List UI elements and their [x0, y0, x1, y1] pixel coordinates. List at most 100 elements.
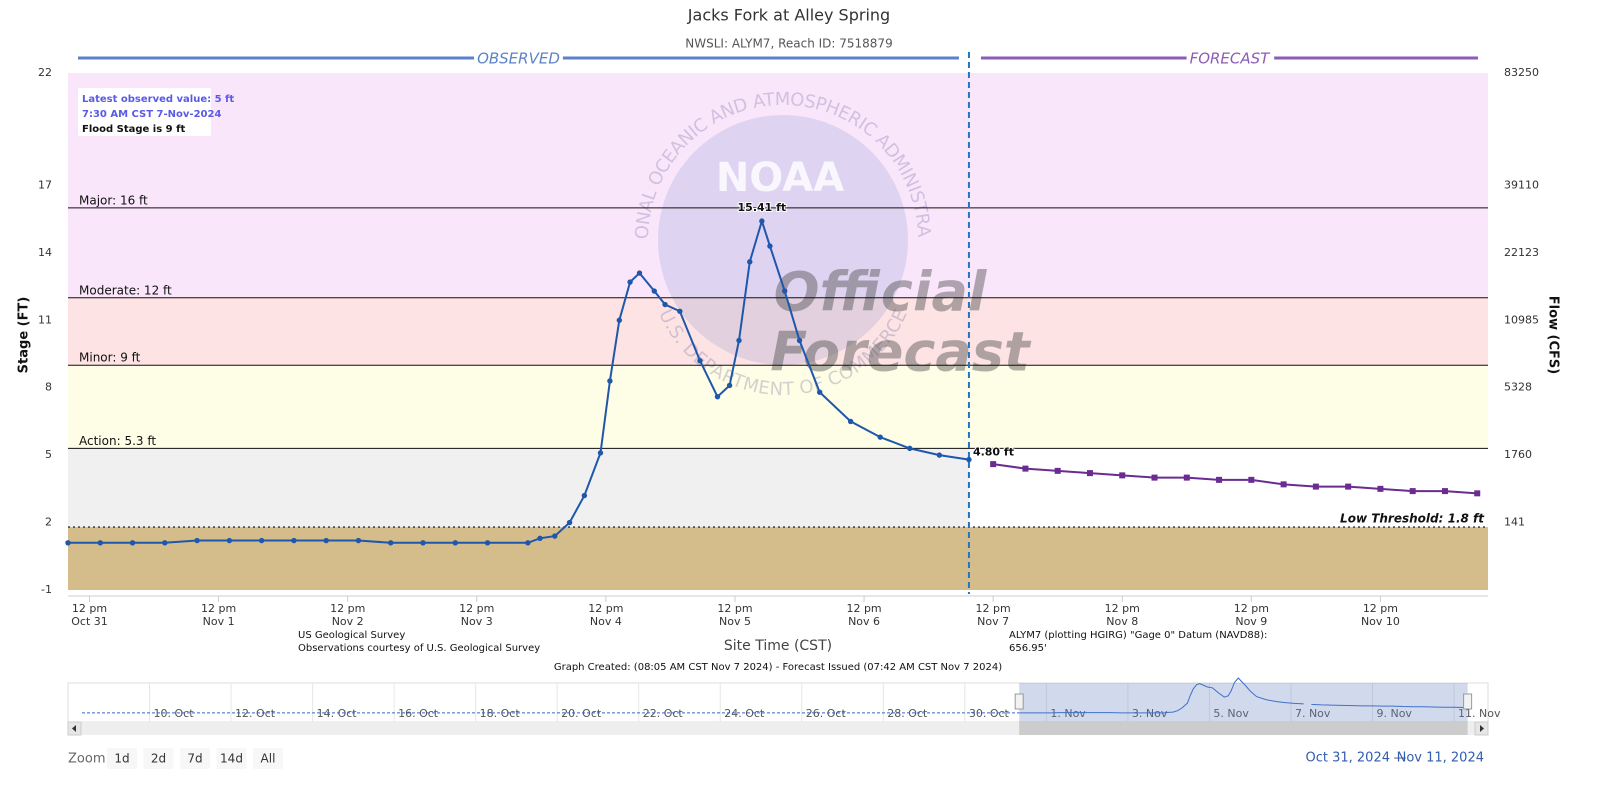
threshold-label: Moderate: 12 ft	[79, 283, 172, 297]
observed-point	[552, 533, 558, 539]
watermark-logo-text: NOAA	[716, 155, 844, 201]
navigator-tick-label: 1. Nov	[1050, 707, 1086, 720]
observed-point	[323, 537, 329, 544]
range-separator: —	[1394, 751, 1407, 766]
datum-note: 656.95'	[1009, 643, 1047, 654]
observed-point	[452, 540, 458, 546]
zoom-button[interactable]: 14d	[216, 748, 247, 769]
navigator-line	[1019, 677, 1304, 714]
watermark-text: Official	[774, 261, 988, 324]
y-tick-label: 17	[38, 178, 52, 191]
navigator-tick-label: 28. Oct	[887, 707, 928, 720]
x-tick-label: 12 pm	[72, 602, 107, 615]
created-note: Graph Created: (08:05 AM CST Nov 7 2024)…	[554, 662, 1002, 673]
zoom-button-label[interactable]: 14d	[220, 752, 243, 766]
forecast-point	[1474, 490, 1481, 497]
x-tick-label: 12 pm	[1234, 602, 1269, 615]
navigator-tick-label: 3. Nov	[1132, 707, 1168, 720]
watermark-logo	[658, 115, 908, 365]
series-line	[993, 463, 1478, 495]
observed-point	[258, 537, 265, 544]
forecast-point	[1280, 481, 1287, 488]
observed-point	[291, 537, 297, 544]
x-tick-label: Oct 31	[71, 615, 108, 628]
zoom-button-bg[interactable]	[107, 748, 137, 769]
zoom-button-bg[interactable]	[143, 748, 174, 769]
navigator-tick-label: 12. Oct	[235, 707, 276, 720]
watermark-text: Forecast	[770, 321, 1032, 384]
info-line: Flood Stage is 9 ft	[82, 124, 185, 135]
series-line	[68, 217, 970, 544]
x-tick-label: Nov 7	[977, 615, 1009, 628]
forecast-point	[1022, 465, 1029, 472]
observed-point	[97, 540, 103, 546]
x-tick-label: 12 pm	[588, 602, 623, 615]
observed-point	[726, 382, 733, 389]
forecast-point	[1119, 472, 1126, 479]
forecast-point	[1216, 476, 1223, 483]
navigator-handle[interactable]	[1014, 693, 1024, 710]
x-tick-label: Nov 9	[1235, 615, 1267, 628]
zoom-button[interactable]: 1d	[107, 748, 137, 769]
observed-point	[714, 393, 721, 400]
y-tick-label: -1	[41, 583, 52, 596]
observed-point	[936, 452, 943, 458]
forecast-point	[1345, 483, 1352, 490]
x-tick-label: Nov 3	[461, 615, 493, 628]
y2-tick-label: 10985	[1504, 313, 1539, 326]
navigator-handle[interactable]	[1463, 693, 1473, 710]
navigator-tick-label: 11. Nov	[1458, 707, 1501, 720]
zoom-button[interactable]: 2d	[143, 748, 174, 769]
x-tick-label: Nov 10	[1361, 615, 1400, 628]
navigator-tick-label: 22. Oct	[643, 707, 684, 720]
forecast-point	[1409, 488, 1416, 495]
zoom-button-bg[interactable]	[216, 748, 247, 769]
x-tick-label: 12 pm	[1363, 602, 1398, 615]
observed-point	[537, 535, 543, 541]
source-note: US Geological Survey	[298, 630, 405, 641]
zoom-button-bg[interactable]	[253, 748, 283, 769]
zoom-button-label[interactable]: 1d	[114, 752, 129, 766]
navigator-tick-label: 18. Oct	[480, 707, 521, 720]
observed-point	[877, 434, 883, 440]
forecast-point	[1183, 474, 1190, 481]
y2-tick-label: 1760	[1504, 448, 1532, 461]
x-tick-label: Nov 2	[332, 615, 364, 628]
navigator-tick-label: 10. Oct	[154, 707, 195, 720]
observed-point	[636, 270, 643, 276]
zoom-button-label[interactable]: All	[261, 752, 276, 766]
zoom-label: Zoom	[68, 752, 105, 767]
x-tick-label: Nov 1	[203, 615, 235, 628]
band	[68, 448, 969, 528]
x-tick-label: Nov 4	[590, 615, 622, 628]
navigator-selection[interactable]	[1019, 683, 1468, 722]
observed-point	[767, 243, 773, 249]
zoom-button[interactable]: 7d	[180, 748, 210, 769]
forecast-point	[1377, 485, 1384, 492]
zoom-button-label[interactable]: 7d	[187, 752, 202, 766]
forecast-point	[1248, 476, 1255, 483]
value-label: 15.41 ft	[738, 201, 787, 214]
scroll-arrow	[72, 725, 76, 732]
observed-point	[677, 308, 683, 314]
forecast-point	[1441, 488, 1448, 495]
section-header: OBSERVED	[477, 50, 560, 68]
x-tick-label: 12 pm	[330, 602, 365, 615]
observed-point	[907, 445, 913, 452]
zoom-button-bg[interactable]	[180, 748, 210, 769]
zoom-button[interactable]: All	[253, 748, 283, 769]
navigator-tick-label: 9. Nov	[1376, 707, 1412, 720]
value-label: 4.80 ft	[973, 446, 1014, 459]
range-to[interactable]: Nov 11, 2024	[1397, 751, 1484, 766]
y2-tick-label: 83250	[1504, 66, 1539, 79]
info-box	[78, 88, 211, 136]
y-tick-label: 5	[45, 448, 52, 461]
scrollbar-thumb[interactable]	[1019, 722, 1468, 735]
observed-point	[65, 540, 71, 546]
navigator-tick-label: 14. Oct	[317, 707, 358, 720]
zoom-button-label[interactable]: 2d	[151, 752, 166, 766]
observed-point	[226, 537, 233, 544]
x-tick-label: 12 pm	[846, 602, 881, 615]
range-from[interactable]: Oct 31, 2024	[1306, 751, 1391, 766]
